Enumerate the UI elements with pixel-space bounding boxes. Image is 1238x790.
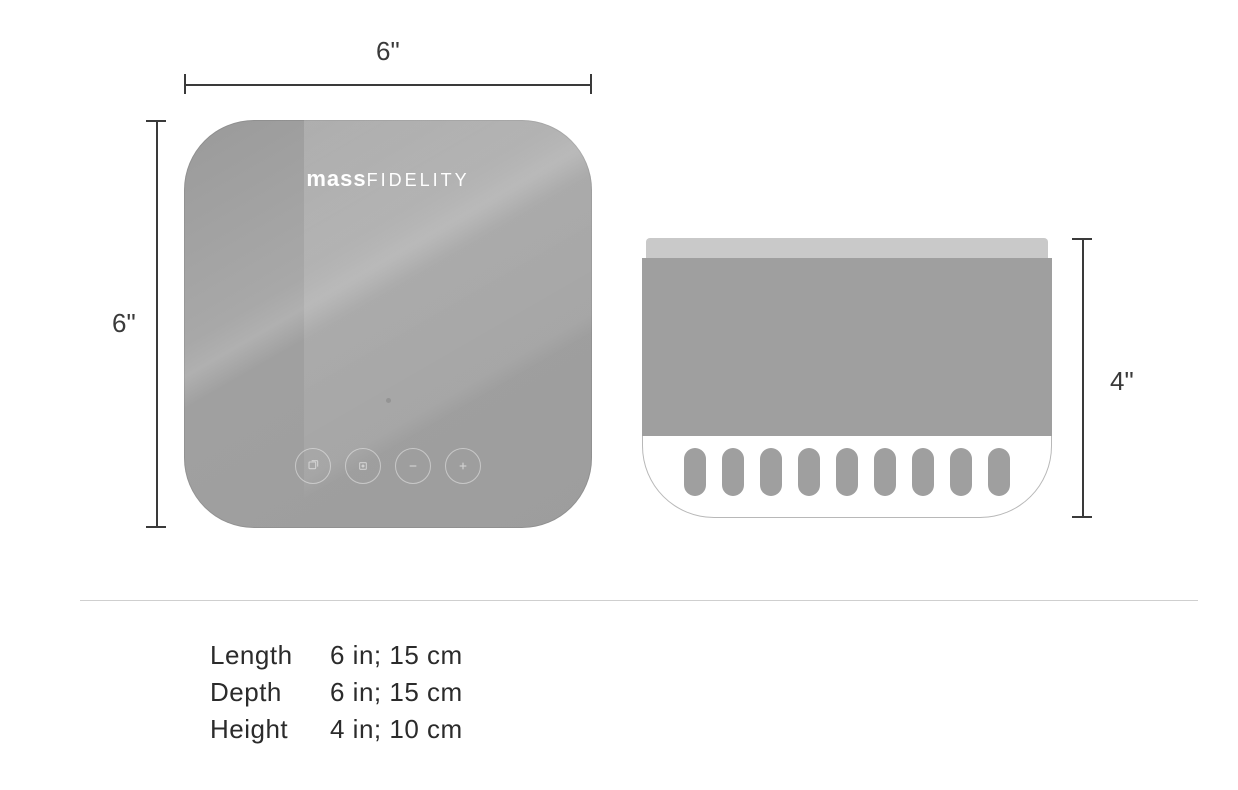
spec-row-depth: Depth 6 in; 15 cm <box>210 677 463 708</box>
vent-slot <box>912 448 934 496</box>
depth-dim-cap-top <box>146 120 166 122</box>
spec-value: 6 in; 15 cm <box>330 677 463 708</box>
width-dim-label: 6" <box>376 36 400 67</box>
depth-dim-cap-bottom <box>146 526 166 528</box>
vent-slot <box>950 448 972 496</box>
vent-slot <box>760 448 782 496</box>
height-dim-label: 4" <box>1110 366 1134 397</box>
vent-slot <box>722 448 744 496</box>
vent-slot <box>988 448 1010 496</box>
width-dim-cap-left <box>184 74 186 94</box>
section-divider <box>80 600 1198 601</box>
spec-value: 4 in; 10 cm <box>330 714 463 745</box>
spec-value: 6 in; 15 cm <box>330 640 463 671</box>
width-dim-line <box>184 84 592 86</box>
vent-row <box>642 448 1052 496</box>
share-button-icon <box>295 448 331 484</box>
spec-row-height: Height 4 in; 10 cm <box>210 714 463 745</box>
width-dim-cap-right <box>590 74 592 94</box>
depth-dim-line <box>156 120 158 528</box>
height-dim-cap-top <box>1072 238 1092 240</box>
specs-table: Length 6 in; 15 cm Depth 6 in; 15 cm Hei… <box>210 640 463 751</box>
dimension-diagram: 6" 6" 4" massFIDELITY <box>0 0 1238 590</box>
control-button-row <box>295 448 481 484</box>
depth-dim-label: 6" <box>112 308 136 339</box>
device-top-view: massFIDELITY <box>184 120 592 528</box>
vent-slot <box>684 448 706 496</box>
spec-label: Depth <box>210 677 330 708</box>
brand-logo: massFIDELITY <box>184 166 592 192</box>
spec-label: Length <box>210 640 330 671</box>
brand-part1: mass <box>306 166 366 191</box>
device-side-view <box>642 238 1052 518</box>
side-body <box>642 258 1052 436</box>
vent-slot <box>798 448 820 496</box>
spec-row-length: Length 6 in; 15 cm <box>210 640 463 671</box>
plus-button-icon <box>445 448 481 484</box>
minus-button-icon <box>395 448 431 484</box>
height-dim-line <box>1082 238 1084 518</box>
vent-slot <box>874 448 896 496</box>
spec-label: Height <box>210 714 330 745</box>
height-dim-cap-bottom <box>1072 516 1092 518</box>
led-indicator-icon <box>386 398 391 403</box>
side-top-lip <box>646 238 1048 258</box>
source-button-icon <box>345 448 381 484</box>
vent-slot <box>836 448 858 496</box>
brand-part2: FIDELITY <box>367 170 470 190</box>
